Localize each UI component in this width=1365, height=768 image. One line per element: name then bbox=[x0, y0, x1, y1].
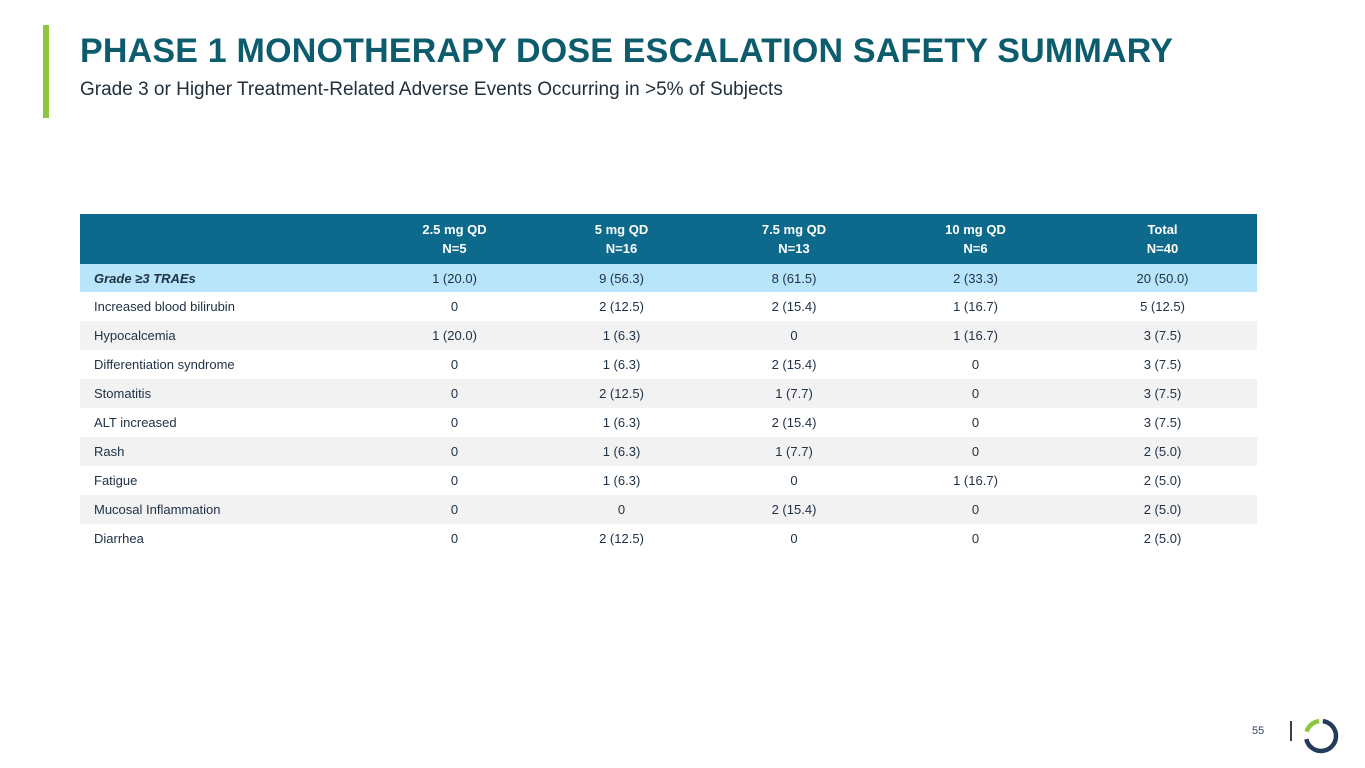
row-label: Increased blood bilirubin bbox=[94, 299, 235, 314]
row-label: ALT increased bbox=[94, 415, 177, 430]
table-cell: 1 (6.3) bbox=[602, 444, 641, 459]
table-cell: 0 bbox=[450, 473, 459, 488]
table-cell: 2 (12.5) bbox=[599, 531, 644, 546]
table-cell: 1 (16.7) bbox=[953, 473, 998, 488]
table-row: ALT increased 0 1 (6.3) 2 (15.4) 0 3 (7.5) bbox=[80, 408, 1257, 437]
table-row: Hypocalcemia 1 (20.0) 1 (6.3) 0 1 (16.7) 3 (7… bbox=[80, 321, 1257, 350]
table-row: Diarrhea 0 2 (12.5) 0 0 2 (5.0) bbox=[80, 524, 1257, 553]
table-cell: 1 (20.0) bbox=[432, 270, 477, 286]
table-row: Increased blood bilirubin 0 2 (12.5) 2 (15.… bbox=[80, 292, 1257, 321]
table-cell: 0 bbox=[450, 357, 459, 372]
table-cell: 8 (61.5) bbox=[771, 270, 817, 286]
table-cell: 3 (7.5) bbox=[1143, 357, 1182, 372]
table-cell: 1 (16.7) bbox=[953, 328, 998, 343]
table-row: Fatigue 0 1 (6.3) 0 1 (16.7) 2 (5.0) bbox=[80, 466, 1257, 495]
table-cell: 0 bbox=[450, 299, 459, 314]
table-cell: 0 bbox=[450, 444, 459, 459]
footer-divider bbox=[1290, 721, 1292, 741]
row-label: Differentiation syndrome bbox=[94, 357, 235, 372]
table-cell: 0 bbox=[617, 502, 626, 517]
table-cell: 2 (15.4) bbox=[771, 502, 817, 517]
safety-summary-table: 2.5 mg QD N=5 5 mg QD N=16 7.5 mg QD N=13 10 m… bbox=[80, 214, 1257, 553]
table-row: Rash 0 1 (6.3) 1 (7.7) 0 2 (5.0) bbox=[80, 437, 1257, 466]
table-cell: 2 (5.0) bbox=[1143, 473, 1182, 488]
highlight-row: Grade ≥3 TRAEs 1 (20.0) 9 (56.3) 8 (61.5) 2 … bbox=[80, 264, 1257, 292]
table-cell: 0 bbox=[790, 531, 798, 546]
table-cell: 2 (5.0) bbox=[1143, 444, 1182, 459]
table-cell: 3 (7.5) bbox=[1143, 415, 1182, 430]
table-cell: 0 bbox=[790, 473, 798, 488]
table-cell: 2 (15.4) bbox=[771, 415, 817, 430]
row-label: Diarrhea bbox=[94, 531, 144, 546]
table-cell: 1 (6.3) bbox=[602, 415, 641, 430]
table-cell: 1 (7.7) bbox=[775, 444, 813, 459]
table-cell: 0 bbox=[971, 415, 980, 430]
table-header-empty-cell bbox=[80, 214, 371, 264]
table-cell: 0 bbox=[971, 444, 980, 459]
table-cell: 1 (6.3) bbox=[602, 357, 641, 372]
table-cell: 2 (5.0) bbox=[1143, 502, 1182, 517]
table-row: Mucosal Inflammation 0 0 2 (15.4) 0 2 (5.0) bbox=[80, 495, 1257, 524]
row-label: Stomatitis bbox=[94, 386, 152, 401]
table-header-cell: 7.5 mg QD N=13 bbox=[705, 214, 883, 264]
row-label: Mucosal Inflammation bbox=[94, 502, 221, 517]
table-row: Differentiation syndrome 0 1 (6.3) 2 (15.4)… bbox=[80, 350, 1257, 379]
table-cell: 9 (56.3) bbox=[599, 270, 644, 286]
table-wrap: 2.5 mg QD N=5 5 mg QD N=16 7.5 mg QD N=13 10 m… bbox=[80, 214, 1257, 553]
table-header-cell: 10 mg QD N=6 bbox=[883, 214, 1068, 264]
table-cell: 5 (12.5) bbox=[1140, 299, 1185, 314]
table-header: 2.5 mg QD N=5 5 mg QD N=16 7.5 mg QD N=13 10 m… bbox=[80, 214, 1257, 264]
table-body: Grade ≥3 TRAEs 1 (20.0) 9 (56.3) 8 (61.5) 2 … bbox=[80, 264, 1257, 553]
table-cell: 1 (6.3) bbox=[602, 473, 641, 488]
table-header-row: 2.5 mg QD N=5 5 mg QD N=16 7.5 mg QD N=13 10 m… bbox=[80, 214, 1257, 264]
table-cell: 3 (7.5) bbox=[1143, 386, 1182, 401]
page-number: 55 bbox=[1252, 725, 1265, 737]
table-cell: 0 bbox=[971, 531, 980, 546]
table-cell: 1 (7.7) bbox=[775, 386, 813, 401]
accent-bar bbox=[43, 25, 49, 118]
row-label: Rash bbox=[94, 444, 125, 459]
row-label: Grade ≥3 TRAEs bbox=[94, 270, 196, 286]
table-cell: 0 bbox=[971, 502, 980, 517]
table-header-cell: Total N=40 bbox=[1068, 214, 1257, 264]
table-cell: 2 (12.5) bbox=[599, 386, 644, 401]
table-cell: 3 (7.5) bbox=[1143, 328, 1182, 343]
table-row: Stomatitis 0 2 (12.5) 1 (7.7) 0 3 (7.5) bbox=[80, 379, 1257, 408]
company-logo-icon bbox=[1304, 718, 1339, 754]
table-cell: 1 (6.3) bbox=[602, 328, 641, 343]
table-cell: 2 (15.4) bbox=[771, 299, 817, 314]
slide-subtitle: Grade 3 or Higher Treatment-Related Adve… bbox=[80, 79, 783, 100]
table-cell: 0 bbox=[450, 502, 459, 517]
table-cell: 20 (50.0) bbox=[1136, 270, 1189, 286]
table-cell: 1 (16.7) bbox=[953, 299, 998, 314]
table-header-cell: 5 mg QD N=16 bbox=[538, 214, 705, 264]
table-header-cell: 2.5 mg QD N=5 bbox=[371, 214, 538, 264]
table-cell: 0 bbox=[450, 386, 459, 401]
table-cell: 0 bbox=[790, 328, 798, 343]
row-label: Fatigue bbox=[94, 473, 138, 488]
table-cell: 2 (33.3) bbox=[953, 270, 998, 286]
table-cell: 0 bbox=[971, 357, 980, 372]
table-cell: 2 (15.4) bbox=[771, 357, 817, 372]
table-cell: 2 (12.5) bbox=[599, 299, 644, 314]
table-cell: 0 bbox=[971, 386, 980, 401]
title-block: PHASE 1 MONOTHERAPY DOSE ESCALATION SAFE… bbox=[80, 33, 1280, 101]
table-cell: 1 (20.0) bbox=[432, 328, 477, 343]
table-cell: 2 (5.0) bbox=[1143, 531, 1182, 546]
table-cell: 0 bbox=[450, 531, 459, 546]
slide-title: PHASE 1 MONOTHERAPY DOSE ESCALATION SAFE… bbox=[80, 32, 1174, 70]
table-cell: 0 bbox=[450, 415, 459, 430]
row-label: Hypocalcemia bbox=[94, 328, 176, 343]
